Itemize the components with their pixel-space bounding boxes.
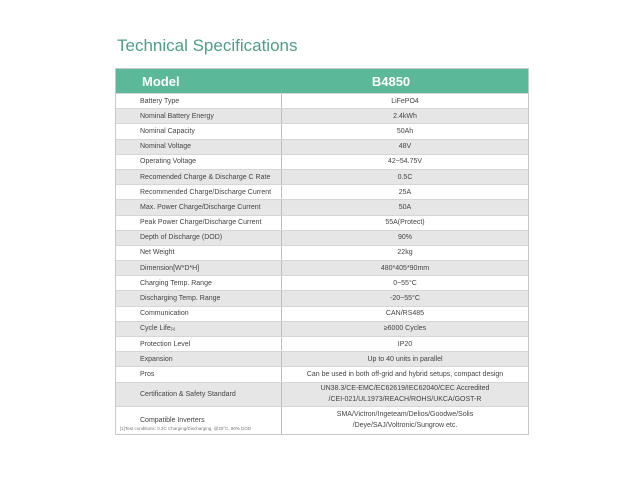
row-value: SMA/Victron/Ingeteam/Delios/Goodwe/Solis… (282, 407, 528, 434)
row-label: Certification & Safety Standard (116, 382, 282, 406)
header-model: B4850 (371, 73, 411, 89)
table-row: Battery Type LiFePO4 (116, 93, 528, 109)
row-label: Compatible Inverters (116, 406, 282, 434)
table-row: Dimension[W*D*H] 480*405*90mm (116, 260, 528, 276)
table-row: Recomended Charge & Discharge C Rate 0.5C (116, 168, 528, 185)
table-row: Cycle Life [1] ≥6000 Cycles (116, 320, 528, 336)
spec-table: Model B4850 Battery Type LiFePO4 Nominal B… (115, 68, 529, 435)
table-row-inverters: Compatible Inverters SMA/Victron/Ingeteam… (116, 405, 528, 434)
table-row-certification: Certification & Safety Standard UN38.3/CE… (116, 381, 528, 406)
row-label-text: Operating Voltage (140, 158, 197, 166)
row-label-text: Charging Temp. Range (140, 279, 212, 287)
row-label: Dimension[W*D*H] (116, 261, 282, 276)
value-line-1: SMA/Victron/Ingeteam/Delios/Goodwe/Solis (336, 411, 474, 419)
row-value: ≥6000 Cycles (383, 325, 427, 333)
row-label: Nominal Battery Energy (116, 109, 282, 124)
row-label-text: Max. Power Charge/Discharge Current (140, 203, 261, 211)
table-row: Operating Voltage 42~54.75V (116, 153, 528, 169)
row-label-text: Nominal Battery Energy (140, 112, 214, 120)
table-row: Protection Level IP20 (116, 336, 528, 352)
row-value: 2.4kWh (393, 112, 417, 120)
value-line-2: /Deye/SAJ/Voltronic/Sungrow etc. (352, 422, 458, 430)
row-label: Operating Voltage (116, 154, 282, 169)
row-value: 90% (397, 234, 412, 242)
row-value: 22kg (397, 249, 413, 257)
table-row: Nominal Voltage 48V (116, 138, 528, 154)
row-label: Nominal Voltage (116, 139, 282, 154)
row-label-text: Nominal Voltage (140, 143, 191, 151)
value-line-2: /CEI-021/UL1973/REACH/ROHS/UKCA/GOST-R (328, 396, 482, 404)
row-label: Depth of Discharge (DOD) (116, 230, 282, 245)
row-label-text: Peak Power Charge/Discharge Current (140, 219, 262, 227)
row-value: 0~55°C (393, 279, 417, 287)
footnote-ref: [1] (170, 326, 176, 332)
row-label: Pros (116, 367, 282, 382)
row-label: Max. Power Charge/Discharge Current (116, 200, 282, 215)
row-label-text: Dimension[W*D*H] (140, 264, 200, 272)
row-label: Peak Power Charge/Discharge Current (116, 215, 282, 230)
row-value: 50A (398, 203, 412, 211)
row-label-text: Depth of Discharge (DOD) (140, 234, 223, 242)
row-value: CAN/RS485 (385, 310, 425, 318)
table-body: Battery Type LiFePO4 Nominal Battery Energ… (116, 93, 528, 434)
table-row: Depth of Discharge (DOD) 90% (116, 229, 528, 245)
row-label-text: Recomended Charge & Discharge C Rate (140, 173, 271, 181)
table-row: Nominal Capacity 50Ah (116, 123, 528, 139)
row-value: -20~55°C (390, 295, 420, 303)
row-label-text: Pros (140, 370, 155, 378)
row-label-text: Expansion (140, 355, 173, 363)
header-label: Model (142, 73, 180, 89)
row-value: 55A(Protect) (385, 219, 425, 227)
row-label-text: Net Weight (140, 249, 175, 257)
row-value: 0.5C (397, 173, 413, 181)
row-label-text: Communication (140, 310, 189, 318)
table-row: Nominal Battery Energy 2.4kWh (116, 108, 528, 124)
table-row: Communication CAN/RS485 (116, 305, 528, 321)
table-row: Peak Power Charge/Discharge Current 55A(P… (116, 214, 528, 230)
table-row: Pros Can be used in both off-grid and hyb… (116, 366, 528, 382)
table-row: Discharging Temp. Range -20~55°C (116, 290, 528, 306)
row-label: Recommended Charge/Discharge Current (116, 185, 282, 200)
row-label-text: Discharging Temp. Range (140, 295, 221, 303)
value-line-1: UN38.3/CE-EMC/EC62619/IEC62040/CEC Accre… (320, 385, 490, 393)
row-label: Charging Temp. Range (116, 276, 282, 291)
row-value: 48V (398, 143, 412, 151)
row-label: Battery Type (116, 94, 282, 109)
row-value: UN38.3/CE-EMC/EC62619/IEC62040/CEC Accre… (282, 383, 528, 406)
row-label: Net Weight (116, 245, 282, 261)
table-row: Max. Power Charge/Discharge Current 50A (116, 199, 528, 215)
table-row: Expansion Up to 40 units in parallel (116, 351, 528, 367)
page-title: Technical Specifications (117, 36, 298, 55)
table-row: Charging Temp. Range 0~55°C (116, 275, 528, 291)
row-value: 25A (398, 188, 412, 196)
row-label: Communication (116, 306, 282, 321)
row-value: 50Ah (396, 127, 414, 135)
row-label-text: Recommended Charge/Discharge Current (140, 188, 272, 196)
row-label: Discharging Temp. Range (116, 291, 282, 306)
row-label-text: Battery Type (140, 97, 180, 105)
row-value: LiFePO4 (391, 97, 419, 105)
table-row: Net Weight 22kg (116, 244, 528, 261)
row-label-text: Protection Level (140, 340, 191, 348)
row-label: Protection Level (116, 337, 282, 352)
table-header: Model B4850 (116, 69, 528, 93)
row-value: 480*405*90mm (380, 264, 430, 272)
footnote: [1]Test conditions: 0.2C Charging/Discha… (120, 426, 252, 431)
row-value: Up to 40 units in parallel (367, 355, 443, 363)
row-label-text: Cycle Life (140, 325, 171, 333)
row-label: Cycle Life [1] (116, 321, 282, 336)
row-value: 42~54.75V (387, 158, 423, 166)
table-row: Recommended Charge/Discharge Current 25A (116, 184, 528, 200)
row-label: Recomended Charge & Discharge C Rate (116, 169, 282, 185)
row-label-text: Nominal Capacity (140, 127, 195, 135)
row-value: Can be used in both off-grid and hybrid … (306, 370, 504, 378)
row-label: Nominal Capacity (116, 124, 282, 139)
row-value: IP20 (397, 340, 413, 348)
row-label: Expansion (116, 352, 282, 367)
